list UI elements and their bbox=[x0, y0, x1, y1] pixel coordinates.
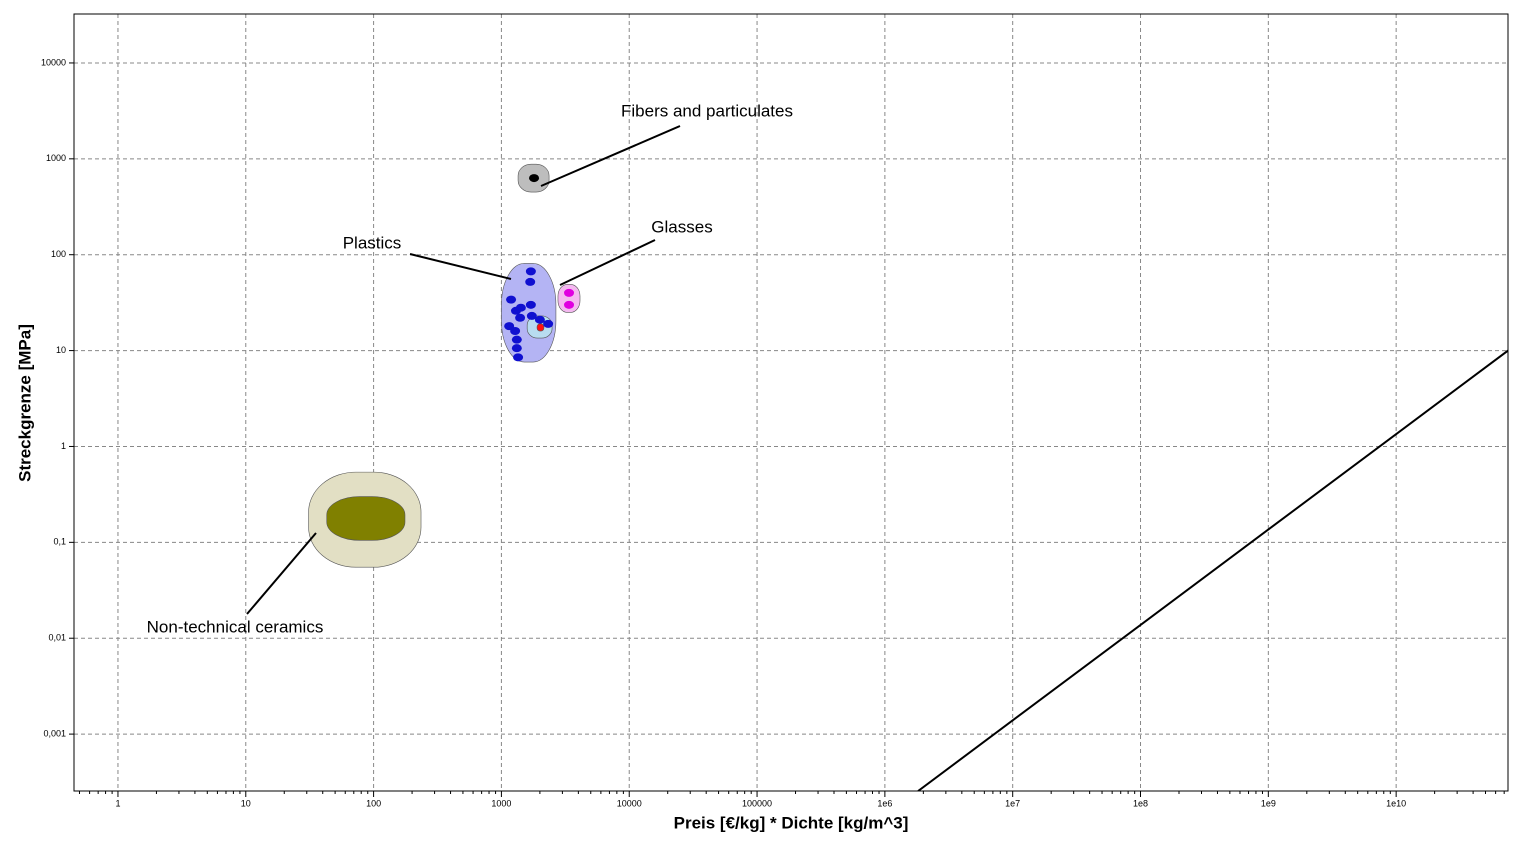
region bbox=[557, 284, 581, 313]
y-tick-label: 10 bbox=[56, 345, 66, 355]
point bbox=[529, 174, 540, 183]
region bbox=[326, 496, 406, 541]
point bbox=[515, 303, 526, 312]
x-tick-label: 1e9 bbox=[1261, 798, 1276, 808]
leader-line bbox=[540, 125, 681, 187]
point bbox=[564, 288, 575, 297]
x-tick-label: 10000 bbox=[617, 798, 642, 808]
point bbox=[564, 300, 575, 309]
x-tick-label: 1 bbox=[115, 798, 120, 808]
region bbox=[536, 323, 545, 332]
x-tick-label: 1e8 bbox=[1133, 798, 1148, 808]
y-tick-label: 1000 bbox=[46, 153, 66, 163]
point bbox=[504, 322, 515, 331]
point bbox=[543, 319, 554, 328]
point bbox=[510, 327, 521, 336]
plot-area bbox=[308, 163, 1508, 791]
y-tick-label: 10000 bbox=[41, 57, 66, 67]
x-tick-label: 1e10 bbox=[1386, 798, 1406, 808]
y-tick-label: 0,1 bbox=[53, 537, 66, 547]
x-tick-label: 100000 bbox=[742, 798, 772, 808]
point bbox=[525, 277, 536, 286]
leader-line bbox=[409, 253, 512, 280]
y-tick-label: 0,01 bbox=[48, 633, 66, 643]
x-tick-label: 10 bbox=[241, 798, 251, 808]
point bbox=[515, 313, 526, 322]
x-tick-label: 1e7 bbox=[1005, 798, 1020, 808]
y-tick-label: 1 bbox=[61, 441, 66, 451]
y-axis-label: Streckgrenze [MPa] bbox=[15, 324, 34, 482]
family-label: Fibers and particulates bbox=[621, 101, 793, 120]
x-axis-label: Preis [€/kg] * Dichte [kg/m^3] bbox=[674, 813, 909, 832]
family-label: Glasses bbox=[651, 217, 712, 236]
point bbox=[525, 267, 536, 276]
point bbox=[534, 315, 545, 324]
point bbox=[513, 353, 524, 362]
family-label: Plastics bbox=[343, 233, 402, 252]
plot-frame bbox=[73, 13, 1509, 792]
y-tick-label: 100 bbox=[51, 249, 66, 259]
point bbox=[525, 300, 536, 309]
point bbox=[511, 335, 522, 344]
family-label: Non-technical ceramics bbox=[147, 617, 324, 636]
leader-line bbox=[246, 532, 317, 615]
x-tick-label: 100 bbox=[366, 798, 381, 808]
guide-line bbox=[917, 349, 1508, 791]
leader-line bbox=[559, 239, 656, 286]
x-tick-label: 1e6 bbox=[877, 798, 892, 808]
point bbox=[511, 344, 522, 353]
point bbox=[506, 295, 517, 304]
y-tick-label: 0,001 bbox=[43, 728, 66, 738]
point bbox=[526, 311, 537, 320]
x-tick-label: 1000 bbox=[491, 798, 511, 808]
